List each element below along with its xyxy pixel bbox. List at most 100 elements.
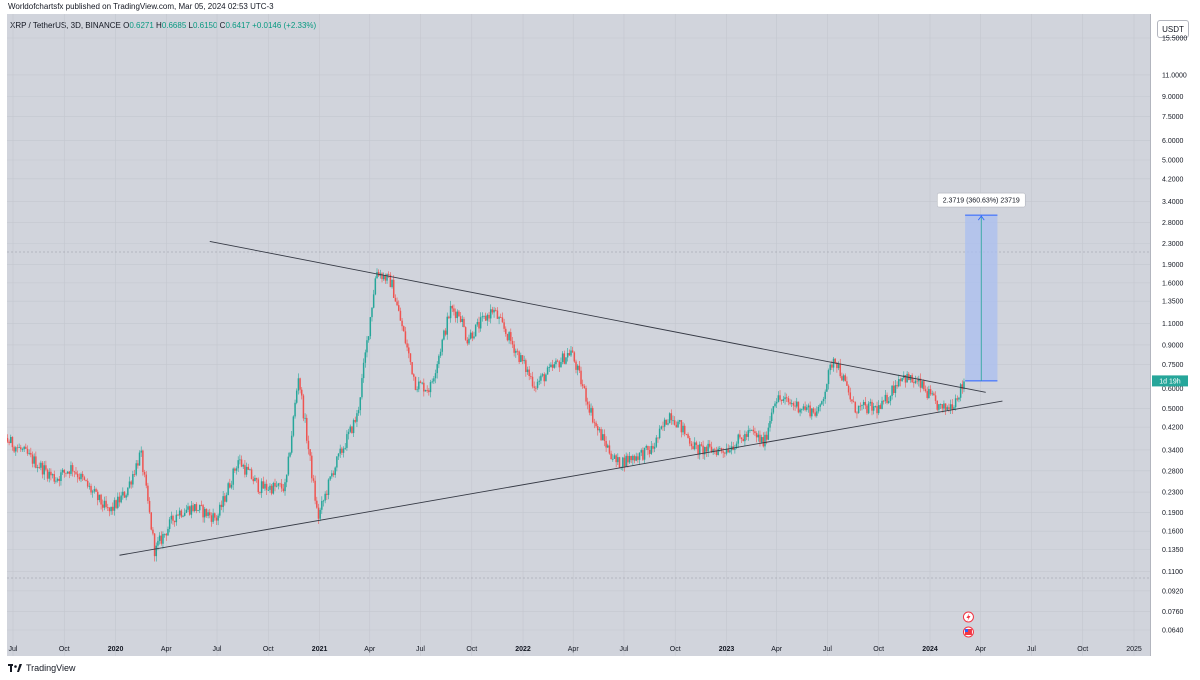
candle-body — [359, 397, 362, 411]
candle-body — [749, 430, 751, 432]
candle-up — [337, 453, 340, 460]
candle-body — [361, 378, 363, 398]
measure-label: 2.3719 (360.63%) 23719 — [943, 198, 1020, 205]
candle-body — [493, 309, 495, 313]
candle-up — [628, 451, 631, 465]
candle-body — [854, 402, 857, 413]
candle-down — [680, 419, 683, 438]
candle-down — [740, 437, 743, 443]
candle-body — [735, 443, 738, 449]
candle-body — [892, 385, 895, 394]
candle-down — [494, 307, 497, 312]
candle-up — [796, 397, 798, 409]
candle-body — [934, 395, 937, 401]
candle-up — [336, 456, 338, 472]
candle-body — [540, 375, 542, 381]
candle-up — [943, 400, 945, 413]
candle-body — [839, 363, 841, 377]
candle-body — [846, 381, 848, 386]
candle-up — [729, 445, 731, 454]
candle-down — [573, 351, 576, 363]
candle-body — [81, 473, 84, 478]
candle-body — [414, 376, 417, 390]
candle-down — [274, 478, 276, 492]
candle-down — [754, 427, 756, 436]
candle-body — [418, 381, 420, 390]
candle-down — [506, 333, 509, 342]
candle-body — [677, 421, 679, 428]
candle-down — [841, 372, 843, 382]
candle-down — [752, 425, 755, 435]
candle-body — [807, 405, 810, 408]
candle-up — [520, 352, 522, 363]
x-tick-label: Oct — [263, 646, 274, 653]
candle-down — [899, 377, 902, 387]
candle-body — [381, 273, 383, 280]
candle-body — [15, 447, 17, 452]
candle-body — [745, 434, 748, 437]
candle-body — [163, 533, 166, 535]
candle-up — [874, 405, 877, 408]
candle-body — [876, 406, 878, 414]
candle-body — [643, 447, 646, 460]
candle-down — [683, 423, 686, 437]
candle-up — [737, 433, 739, 449]
candle-body — [20, 447, 22, 450]
candle-up — [120, 491, 122, 504]
candle-body — [826, 384, 828, 392]
candle-body — [543, 374, 545, 382]
candle-body — [752, 429, 755, 432]
candle-up — [620, 466, 622, 470]
candle-down — [690, 441, 693, 450]
candle-up — [782, 395, 785, 403]
candle-body — [764, 434, 766, 447]
candle-body — [655, 437, 658, 447]
x-tick-label: 2021 — [312, 646, 328, 653]
candle-body — [247, 466, 249, 470]
candle-body — [438, 355, 440, 365]
candle-body — [744, 434, 746, 442]
candle-down — [75, 467, 77, 475]
candle-body — [210, 515, 213, 522]
candle-up — [183, 508, 186, 517]
candle-down — [709, 440, 711, 449]
candle-up — [36, 464, 39, 473]
candle-body — [784, 397, 786, 400]
candle-body — [824, 391, 826, 399]
candle-up — [607, 443, 609, 449]
candle-body — [578, 365, 581, 371]
candle-down — [35, 451, 37, 469]
candle-body — [347, 431, 350, 435]
y-tick-label: 1.6000 — [1162, 280, 1184, 287]
candle-up — [479, 312, 482, 332]
symbol-name: XRP / TetherUS, 3D, BINANCE — [10, 21, 121, 30]
candle-down — [377, 269, 380, 278]
candle-body — [309, 449, 311, 456]
candle-body — [45, 465, 47, 470]
candle-down — [779, 390, 781, 402]
candle-body — [294, 402, 296, 417]
candle-down — [618, 456, 621, 469]
candle-body — [901, 377, 903, 382]
candle-up — [643, 447, 646, 464]
candle-body — [857, 405, 860, 413]
candle-body — [921, 381, 923, 388]
candle-down — [302, 393, 305, 422]
candle-down — [755, 431, 758, 443]
candle-body — [192, 505, 194, 511]
currency-button[interactable]: USDT — [1157, 20, 1189, 38]
candle-up — [93, 485, 96, 494]
candle-body — [366, 340, 368, 353]
candle-body — [673, 420, 676, 425]
candle-body — [882, 400, 885, 402]
price-scale[interactable] — [1150, 14, 1200, 656]
candle-body — [180, 510, 183, 517]
plot-area[interactable] — [7, 14, 1150, 656]
candle-down — [695, 440, 698, 450]
candle-up — [254, 475, 256, 482]
candle-body — [225, 494, 228, 502]
candle-body — [48, 471, 50, 479]
candle-body — [608, 445, 611, 454]
candle-down — [471, 331, 474, 342]
candle-body — [142, 450, 144, 473]
